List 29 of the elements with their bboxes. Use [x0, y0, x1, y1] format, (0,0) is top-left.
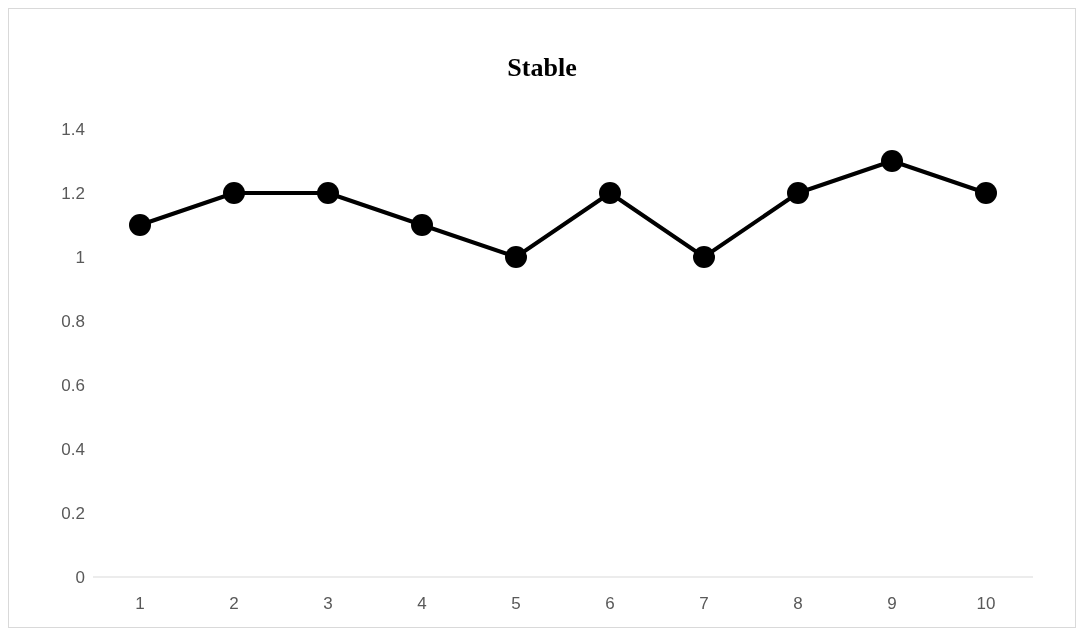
y-tick-label: 0.4 [61, 440, 85, 460]
point [599, 182, 621, 204]
point [129, 214, 151, 236]
y-tick-label: 1 [75, 248, 85, 268]
chart-title: Stable [506, 53, 578, 84]
point [223, 182, 245, 204]
point [881, 150, 903, 172]
y-tick-label: 0.6 [61, 376, 85, 396]
x-tick-label: 9 [887, 594, 897, 614]
x-tick-label: 6 [605, 594, 615, 614]
point [411, 214, 433, 236]
point [975, 182, 997, 204]
x-tick-label: 7 [699, 594, 709, 614]
point [317, 182, 339, 204]
y-tick-label: 1.2 [61, 184, 85, 204]
point [505, 246, 527, 268]
point [693, 246, 715, 268]
x-tick-label: 3 [323, 594, 333, 614]
x-tick-label: 10 [976, 594, 996, 614]
point [787, 182, 809, 204]
y-tick-label: 0.8 [61, 312, 85, 332]
x-tick-label: 8 [793, 594, 803, 614]
y-tick-label: 0.2 [61, 504, 85, 524]
x-tick-label: 2 [229, 594, 239, 614]
x-tick-label: 4 [417, 594, 427, 614]
y-tick-label: 1.4 [61, 120, 85, 140]
x-tick-label: 5 [511, 594, 521, 614]
y-tick-label: 0 [75, 568, 85, 588]
x-tick-label: 1 [135, 594, 145, 614]
